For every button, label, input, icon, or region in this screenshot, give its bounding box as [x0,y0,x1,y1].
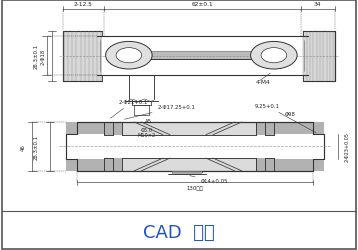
Bar [172,171,202,174]
Text: 62±0.1: 62±0.1 [192,2,213,7]
Bar [274,122,324,135]
Text: A5: A5 [145,119,152,124]
Text: 2-Φ18: 2-Φ18 [40,48,45,64]
Bar [303,32,335,81]
Bar [122,122,256,135]
Text: 28.3±0.1: 28.3±0.1 [34,44,39,69]
Bar [66,159,104,171]
Text: CAD  도면: CAD 도면 [143,224,215,242]
Text: 2-Φ17.25+0.1: 2-Φ17.25+0.1 [125,105,195,120]
Text: 28.3±0.1: 28.3±0.1 [33,134,38,159]
Text: 4-M4: 4-M4 [256,80,271,85]
Text: 46: 46 [21,144,26,150]
Text: 9.25+0.1: 9.25+0.1 [254,104,316,133]
Text: 34: 34 [314,2,321,7]
Bar [104,158,122,171]
Bar [66,122,104,135]
Bar [104,122,122,135]
Text: 2-Φ21+0.1: 2-Φ21+0.1 [111,100,147,119]
Bar [150,52,253,60]
Circle shape [251,42,297,70]
Text: 2-12.5: 2-12.5 [74,2,93,7]
Text: 2-Φ23+0.05: 2-Φ23+0.05 [345,132,350,162]
Text: Φ5.0: Φ5.0 [141,128,153,132]
Circle shape [261,48,287,64]
Bar [63,32,102,81]
Circle shape [106,42,152,70]
Bar [122,158,256,171]
Bar [256,122,274,135]
Bar [274,159,324,171]
Text: 130全长: 130全长 [187,186,204,190]
Text: M10×2: M10×2 [138,133,156,138]
Text: Φ98: Φ98 [285,112,295,116]
Text: Φ14+0.05: Φ14+0.05 [190,176,228,184]
Bar [256,158,274,171]
Circle shape [116,48,142,64]
